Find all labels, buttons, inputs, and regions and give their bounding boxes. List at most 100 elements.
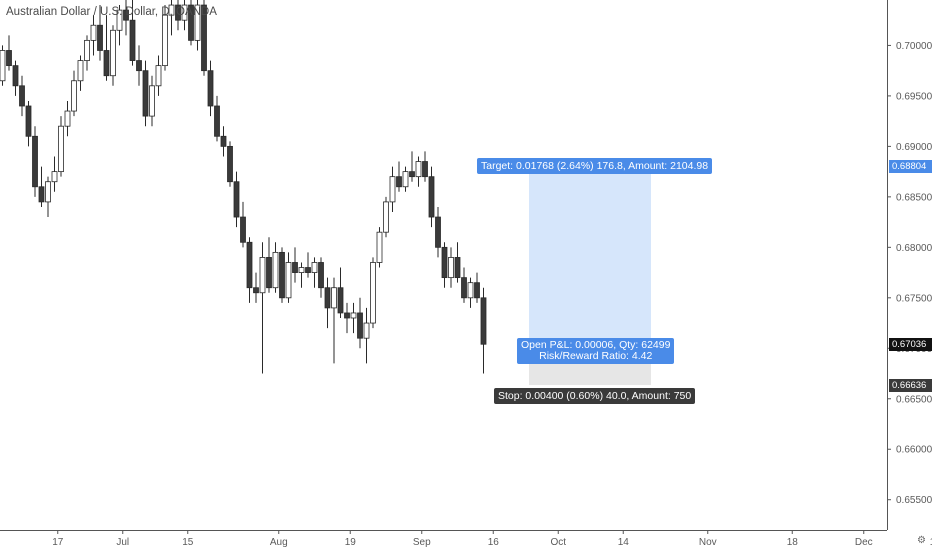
candle [285, 252, 292, 303]
candle [175, 0, 181, 31]
candle [279, 247, 285, 303]
candle-body [136, 60, 142, 72]
candle-body [142, 70, 149, 117]
candle-body [441, 246, 448, 279]
candle [448, 247, 454, 288]
candle [0, 45, 6, 86]
candle-body [305, 267, 311, 273]
candle-body [246, 241, 253, 289]
target-zone[interactable] [529, 166, 651, 345]
candle-body [168, 4, 175, 16]
candle-body [188, 4, 194, 41]
gear-icon[interactable]: ⚙ [917, 535, 926, 546]
candle-body [350, 312, 357, 319]
candle-body [344, 312, 350, 319]
time-tick-label: Nov [699, 537, 717, 548]
price-tick-label: 0.68000 [896, 243, 932, 254]
price-badge: 0.66636 [889, 378, 932, 392]
chart-title: Australian Dollar / U.S. Dollar, D, OAND… [6, 6, 217, 18]
candle [324, 277, 331, 329]
candle [363, 307, 370, 364]
candle [155, 55, 162, 96]
candle-body [357, 312, 363, 339]
price-tick-label: 0.66500 [896, 394, 932, 405]
candle [162, 5, 168, 71]
candle-body [415, 161, 422, 178]
candle [240, 201, 246, 248]
candle [149, 75, 155, 127]
candle [246, 237, 253, 303]
candle-body [45, 181, 51, 203]
candle-body [6, 50, 12, 67]
candle [51, 156, 58, 192]
candle [474, 272, 480, 303]
candle-body [389, 176, 396, 203]
candle-body [428, 176, 435, 218]
candle [12, 60, 19, 96]
stop-label[interactable]: Stop: 0.00400 (0.60%) 40.0, Amount: 750 [494, 388, 696, 405]
candle [136, 45, 142, 86]
candle-body [19, 85, 25, 107]
candle [318, 257, 324, 298]
time-axis: 17 Jul 15 Aug 19 Sep 16 Oct 14 Nov 18 Dec 16 [52, 530, 932, 548]
time-tick-label: 16 [930, 537, 932, 548]
time-tick-label: Aug [270, 537, 288, 548]
candle-body [331, 287, 337, 309]
candle-body [123, 9, 129, 21]
candle-body [253, 287, 259, 294]
candle-body [175, 4, 181, 21]
candle [32, 126, 38, 197]
candle-body [383, 201, 389, 233]
candle [194, 0, 201, 51]
candle-body [376, 231, 383, 263]
price-tick-label: 0.65500 [896, 495, 932, 506]
price-tick-label: 0.70000 [896, 41, 932, 52]
candle [422, 151, 428, 182]
target-label[interactable]: Target: 0.01768 (2.64%) 176.8, Amount: 2… [477, 158, 713, 175]
candle [396, 161, 402, 192]
candle-body [129, 19, 136, 61]
candle-body [409, 171, 415, 178]
candle [357, 297, 363, 349]
risk-reward-text: Risk/Reward Ratio: 4.42 [539, 350, 653, 363]
candle-body [363, 322, 370, 339]
candle [292, 247, 298, 283]
candle-body [149, 85, 155, 117]
candle [201, 0, 207, 76]
candle-body [454, 257, 461, 279]
time-tick-label: 14 [618, 537, 630, 548]
candle [90, 15, 97, 56]
candle-body [84, 39, 90, 61]
candle [181, 0, 188, 31]
candle [168, 0, 175, 36]
candle [84, 35, 90, 71]
candle [103, 15, 110, 81]
candle [38, 166, 45, 207]
candle-body [162, 14, 168, 67]
price-badge: 0.67036 [889, 338, 932, 352]
time-tick-label: 17 [52, 537, 64, 548]
candle [331, 277, 337, 364]
candle-body [220, 135, 227, 147]
price-badge: 0.68804 [889, 159, 932, 173]
candle-body [32, 135, 38, 188]
candle-body [422, 161, 428, 178]
candle [233, 171, 240, 228]
candle-body [467, 282, 474, 299]
candle [305, 252, 311, 278]
open-pl-label[interactable]: Open P&L: 0.00006, Qty: 62499 Risk/Rewar… [517, 338, 675, 365]
candle-body [97, 24, 103, 51]
candle-body [396, 176, 402, 188]
candle [389, 166, 396, 212]
time-tick-label: Dec [855, 537, 873, 548]
candle [383, 196, 389, 238]
price-tick-label: 0.66000 [896, 445, 932, 456]
candle-body [38, 186, 45, 203]
candle [123, 0, 129, 36]
candle [370, 257, 376, 329]
candle-body [311, 262, 318, 273]
candle-body [318, 262, 324, 289]
candle [25, 100, 32, 147]
candle-body [116, 9, 123, 31]
